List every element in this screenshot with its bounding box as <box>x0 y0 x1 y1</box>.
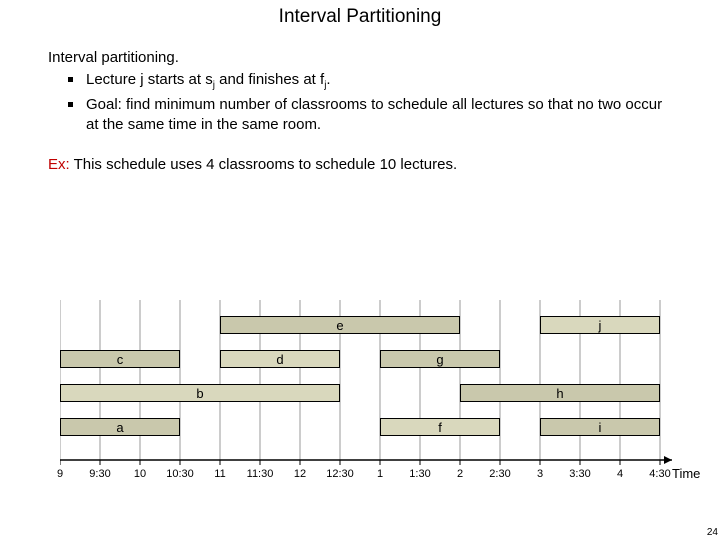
tick-label: 3:30 <box>569 468 590 480</box>
tick-label: 1:30 <box>409 468 430 480</box>
slide-title: Interval Partitioning <box>0 0 720 28</box>
interval-bar-c: c <box>60 350 180 368</box>
tick-label: 9 <box>57 468 63 480</box>
ex-prefix: Ex: <box>48 156 70 173</box>
tick-label: 11 <box>214 468 225 480</box>
interval-bar-j: j <box>540 316 660 334</box>
tick-label: 2:30 <box>489 468 510 480</box>
tick-label: 1 <box>377 468 383 480</box>
tick-label: 10 <box>134 468 146 480</box>
bullet-item: Lecture j starts at sj and finishes at f… <box>68 70 672 93</box>
ex-rest: This schedule uses 4 classrooms to sched… <box>70 156 457 173</box>
tick-label: 12:30 <box>326 468 354 480</box>
interval-bar-i: i <box>540 418 660 436</box>
interval-bar-a: a <box>60 418 180 436</box>
example-line: Ex: This schedule uses 4 classrooms to s… <box>48 155 672 175</box>
tick-label: 12 <box>294 468 306 480</box>
time-axis-label: Time <box>672 466 700 481</box>
tick-label: 3 <box>537 468 543 480</box>
tick-label: 4 <box>617 468 623 480</box>
tick-label: 4:30 <box>649 468 670 480</box>
problem-heading: Interval partitioning. <box>48 48 672 68</box>
bullet-text-1: Lecture j starts at sj and finishes at f… <box>86 71 331 88</box>
interval-bar-b: b <box>60 384 340 402</box>
interval-bar-d: d <box>220 350 340 368</box>
bullet-list: Lecture j starts at sj and finishes at f… <box>68 70 672 135</box>
tick-label: 9:30 <box>89 468 110 480</box>
interval-bar-h: h <box>460 384 660 402</box>
interval-bar-f: f <box>380 418 500 436</box>
slide: Interval Partitioning Interval partition… <box>0 0 720 540</box>
tick-label: 10:30 <box>166 468 194 480</box>
slide-body: Interval partitioning. Lecture j starts … <box>0 28 720 176</box>
bullet-item: Goal: find minimum number of classrooms … <box>68 95 672 136</box>
interval-bar-e: e <box>220 316 460 334</box>
tick-label: 11:30 <box>247 468 274 480</box>
interval-bar-g: g <box>380 350 500 368</box>
tick-label: 2 <box>457 468 463 480</box>
bullet-text-2: Goal: find minimum number of classrooms … <box>86 96 662 133</box>
interval-chart: ejcdgbhafi 99:301010:301111:301212:3011:… <box>60 300 660 510</box>
page-number: 24 <box>707 527 718 538</box>
